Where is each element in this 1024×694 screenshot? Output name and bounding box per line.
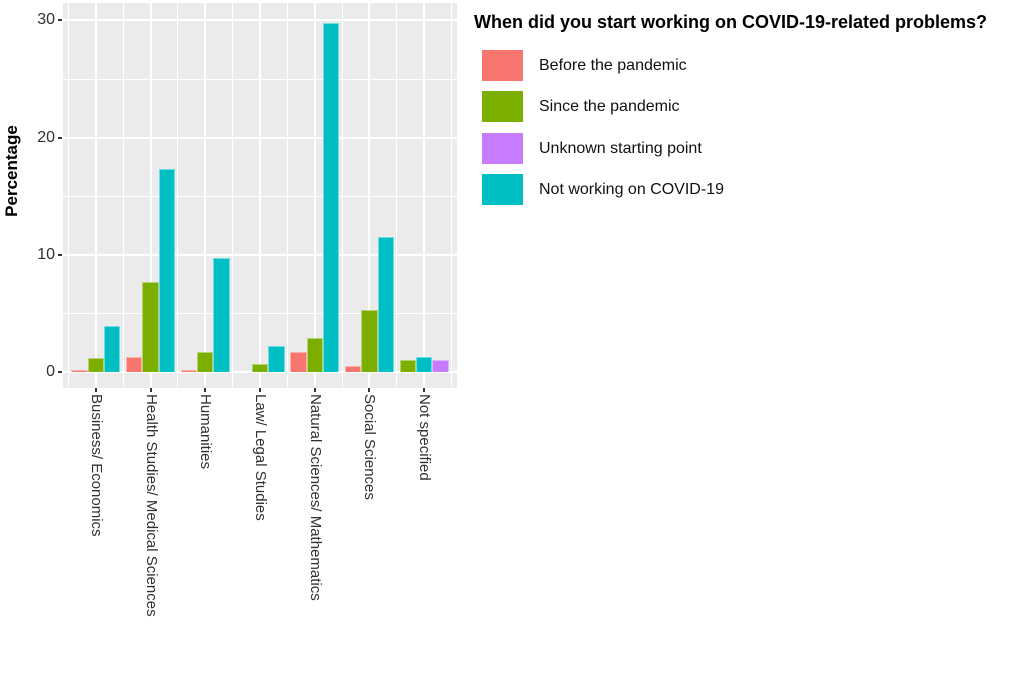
y-tick-label: 0 xyxy=(46,363,55,380)
x-axis-label: Business/ Economics xyxy=(87,394,105,537)
gridline-major-vertical xyxy=(423,3,426,388)
legend-item: Since the pandemic xyxy=(474,91,1022,123)
legend-swatch-before xyxy=(482,50,523,81)
bar-notworking xyxy=(104,326,121,372)
bar-before xyxy=(290,352,307,372)
plot-panel xyxy=(63,3,457,388)
bar-since xyxy=(251,363,269,372)
bar-notworking xyxy=(415,356,433,372)
gridline-minor-vertical xyxy=(451,3,453,388)
bar-since xyxy=(399,360,416,372)
legend-swatch-since xyxy=(482,91,523,123)
gridline-major-vertical xyxy=(259,3,261,388)
legend-label: Before the pandemic xyxy=(539,57,687,74)
bar-unknown xyxy=(432,360,449,372)
y-tick-label: 10 xyxy=(37,245,55,263)
legend-item: Not working on COVID-19 xyxy=(474,173,1022,205)
y-axis-tick xyxy=(58,136,62,139)
gridline-minor-vertical xyxy=(286,3,288,388)
gridline-major-vertical xyxy=(368,3,371,388)
bar-since xyxy=(87,357,105,372)
gridline-major-vertical xyxy=(313,3,316,388)
legend-label: Not working on COVID-19 xyxy=(539,180,724,198)
legend-swatch-unknown xyxy=(482,132,523,164)
y-axis-tick xyxy=(58,253,62,256)
bar-notworking xyxy=(213,258,230,372)
gridline-major-vertical xyxy=(94,3,97,388)
gridline-minor-vertical xyxy=(177,3,179,388)
gridline-major-vertical xyxy=(204,3,207,388)
gridline-major-vertical xyxy=(149,3,152,388)
gridline-minor-vertical xyxy=(122,3,124,388)
legend-item: Before the pandemic xyxy=(474,50,1022,81)
x-axis-label: Natural Sciences/ Mathematics xyxy=(306,394,324,601)
bar-since xyxy=(197,352,214,372)
x-axis-label: Social Sciences xyxy=(361,394,379,500)
bar-before xyxy=(71,369,88,372)
legend-label: Unknown starting point xyxy=(539,139,702,157)
x-axis-label: Health Studies/ Medical Sciences xyxy=(142,394,160,617)
y-axis-tick xyxy=(58,19,62,22)
x-axis-tick xyxy=(204,388,207,392)
x-axis-tick xyxy=(423,388,426,392)
bar-before xyxy=(344,366,362,372)
bar-before xyxy=(180,369,198,372)
legend-swatch-notworking xyxy=(482,173,523,205)
y-tick-label: 30 xyxy=(37,11,55,29)
legend-item: Unknown starting point xyxy=(474,132,1022,164)
legend-title: When did you start working on COVID-19-r… xyxy=(474,12,988,32)
x-axis-label: Law/ Legal Studies xyxy=(252,394,269,521)
bar-since xyxy=(142,281,159,372)
bar-notworking xyxy=(377,237,395,372)
y-axis-title: Percentage xyxy=(2,125,21,217)
y-tick-label: 20 xyxy=(37,128,55,146)
x-axis-tick xyxy=(94,388,97,392)
bar-since xyxy=(361,309,378,372)
bar-since xyxy=(306,338,323,372)
gridline-minor-vertical xyxy=(67,3,69,388)
gridline-minor-vertical xyxy=(396,3,398,388)
bar-before xyxy=(125,356,143,372)
bar-notworking xyxy=(322,22,340,372)
gridline-minor-vertical xyxy=(341,3,343,388)
x-axis-tick xyxy=(313,388,316,392)
x-axis-label: Not specified xyxy=(416,394,434,481)
bar-notworking xyxy=(268,346,285,372)
x-axis-tick xyxy=(149,388,152,392)
legend-label: Since the pandemic xyxy=(539,98,680,116)
x-axis-tick xyxy=(259,388,261,392)
x-axis-tick xyxy=(368,388,371,392)
x-axis-label: Humanities xyxy=(197,394,215,470)
legend: When did you start working on COVID-19-r… xyxy=(474,8,1022,228)
bar-notworking xyxy=(158,169,176,372)
y-axis-tick xyxy=(58,371,62,373)
gridline-minor-vertical xyxy=(232,3,234,388)
